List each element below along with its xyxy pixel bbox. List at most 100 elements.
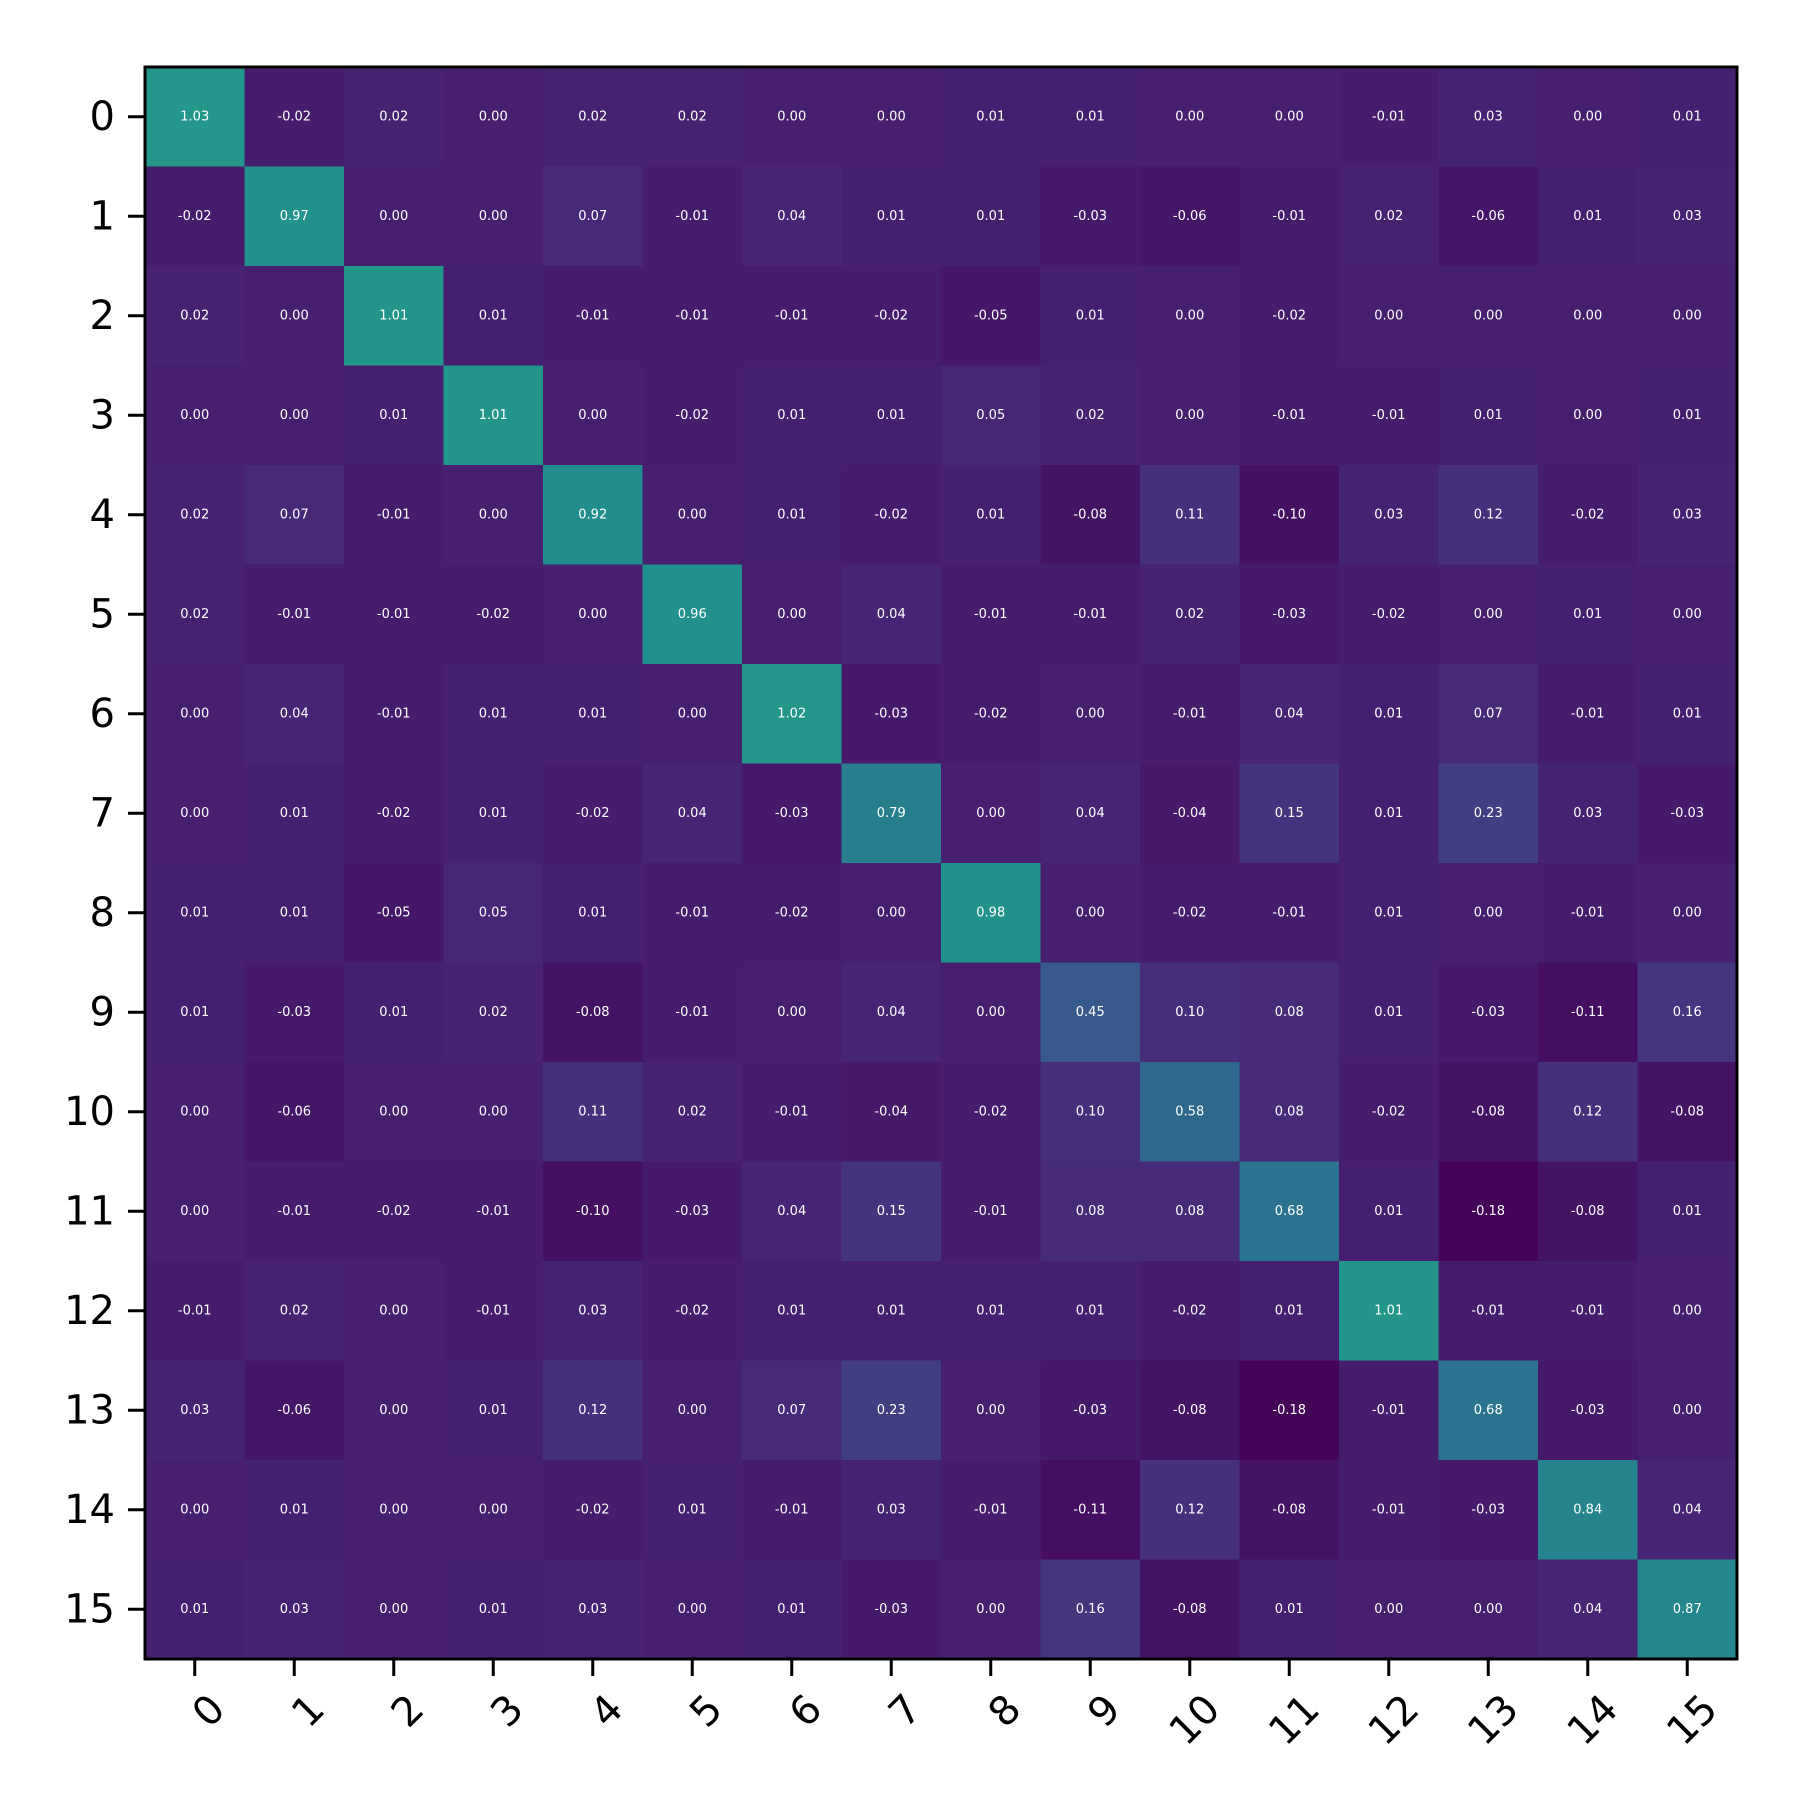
cell-value-label: 0.00 (1673, 308, 1702, 323)
heatmap-cell (1438, 1161, 1539, 1262)
cell-value-label: -0.01 (1272, 408, 1306, 423)
heatmap-cell (443, 1559, 544, 1660)
heatmap-cell (344, 564, 444, 665)
y-tick-label: 2 (90, 293, 115, 339)
heatmap-cell (244, 166, 345, 267)
heatmap-cell (443, 465, 544, 565)
cell-value-label: 0.01 (280, 1502, 309, 1517)
x-tick-label: 15 (1658, 1686, 1727, 1755)
heatmap-cell (941, 863, 1041, 963)
heatmap-cell (1140, 465, 1240, 565)
cell-value-label: -0.08 (1173, 1403, 1207, 1418)
heatmap-cell (642, 465, 743, 565)
cell-value-label: -0.01 (377, 607, 411, 622)
heatmap-cell (642, 763, 743, 864)
heatmap-cell (1339, 1460, 1439, 1560)
heatmap-cell (1637, 1161, 1738, 1262)
cell-value-label: 0.00 (180, 806, 209, 821)
cell-value-label: 0.00 (379, 209, 408, 224)
heatmap-cell (244, 1559, 345, 1660)
heatmap-cell (1538, 166, 1638, 267)
heatmap-cell (742, 863, 842, 963)
heatmap-cell (941, 1062, 1041, 1162)
heatmap-cell (1140, 564, 1240, 665)
heatmap-cell (1438, 962, 1539, 1063)
cell-value-label: 0.03 (280, 1602, 309, 1617)
cell-value-label: 0.00 (777, 1005, 806, 1020)
cell-value-label: 0.00 (1474, 1602, 1503, 1617)
cell-value-label: -0.18 (1272, 1403, 1306, 1418)
heatmap-cell (742, 763, 842, 864)
heatmap-cell (1538, 1161, 1638, 1262)
cell-value-label: 0.03 (180, 1403, 209, 1418)
heatmap-cell (443, 564, 544, 665)
cell-value-label: 0.00 (1474, 308, 1503, 323)
heatmap-cell (642, 1559, 743, 1660)
y-tick-label: 10 (64, 1089, 115, 1135)
heatmap-cell (941, 1261, 1041, 1361)
heatmap-cell (1438, 365, 1539, 466)
heatmap-cell (244, 1062, 345, 1162)
heatmap-cell (1538, 1460, 1638, 1560)
cell-value-label: 0.08 (1076, 1204, 1105, 1219)
heatmap-cell (344, 1460, 444, 1560)
cell-value-label: 0.01 (1374, 1204, 1403, 1219)
cell-value-label: -0.08 (1272, 1502, 1306, 1517)
heatmap-cell (1040, 1161, 1141, 1262)
cell-value-label: 0.01 (479, 308, 508, 323)
heatmap-cell (1140, 962, 1240, 1063)
heatmap-cell-labels: 1.03 -0.02 0.02 0.00 0.02 0.02 0.00 0.00 0.01 0.0… (178, 109, 1704, 1617)
plot-frame (143, 65, 1739, 1661)
heatmap-cell (1538, 1360, 1638, 1461)
cell-value-label: -0.06 (1173, 209, 1207, 224)
x-tick-label: 0 (184, 1686, 235, 1737)
heatmap-cell (543, 1062, 643, 1162)
y-tick-label: 6 (90, 691, 115, 737)
heatmap-cell (1438, 166, 1539, 267)
heatmap-cell (941, 465, 1041, 565)
heatmap-cell (841, 1460, 942, 1560)
heatmap-cell (145, 365, 245, 466)
cell-value-label: 0.00 (1175, 408, 1204, 423)
heatmap-cell (1637, 67, 1738, 167)
cell-value-label: 0.00 (1175, 109, 1204, 124)
x-tick-label: 14 (1559, 1686, 1628, 1755)
cell-value-label: 0.01 (578, 905, 607, 920)
heatmap-cell (1140, 266, 1240, 366)
cell-value-label: 0.02 (379, 109, 408, 124)
cell-value-label: -0.10 (1272, 507, 1306, 522)
cell-value-label: 0.01 (777, 507, 806, 522)
heatmap-cell (1239, 166, 1340, 267)
cell-value-label: 0.00 (1474, 905, 1503, 920)
cell-value-label: -0.02 (974, 706, 1008, 721)
cell-value-label: 0.05 (976, 408, 1005, 423)
heatmap-cell (1239, 1062, 1340, 1162)
cell-value-label: 0.01 (1474, 408, 1503, 423)
cell-value-label: 0.00 (578, 408, 607, 423)
heatmap-cell (742, 962, 842, 1063)
heatmap-cell (543, 1360, 643, 1461)
cell-value-label: 0.01 (578, 706, 607, 721)
x-tick-label: 5 (681, 1686, 732, 1737)
heatmap-cell (1438, 1261, 1539, 1361)
cell-value-label: -0.08 (1073, 507, 1107, 522)
heatmap-cell (642, 863, 743, 963)
heatmap-cell (543, 664, 643, 764)
cell-value-label: 1.03 (180, 109, 209, 124)
cell-value-label: 0.00 (479, 1104, 508, 1119)
cell-value-label: -0.04 (1173, 806, 1207, 821)
heatmap-cell (1040, 166, 1141, 267)
cell-value-label: -0.02 (277, 109, 311, 124)
cell-value-label: -0.03 (874, 706, 908, 721)
heatmap-cell (244, 465, 345, 565)
heatmap-cell (344, 1261, 444, 1361)
heatmap-cell (244, 1261, 345, 1361)
cell-value-label: -0.01 (1471, 1303, 1505, 1318)
heatmap-cell (1140, 365, 1240, 466)
cell-value-label: 0.02 (180, 607, 209, 622)
heatmap-cell (344, 1161, 444, 1262)
heatmap-cell (1637, 465, 1738, 565)
cell-value-label: 0.12 (1175, 1502, 1204, 1517)
cell-value-label: -0.01 (277, 607, 311, 622)
heatmap-cell (145, 664, 245, 764)
